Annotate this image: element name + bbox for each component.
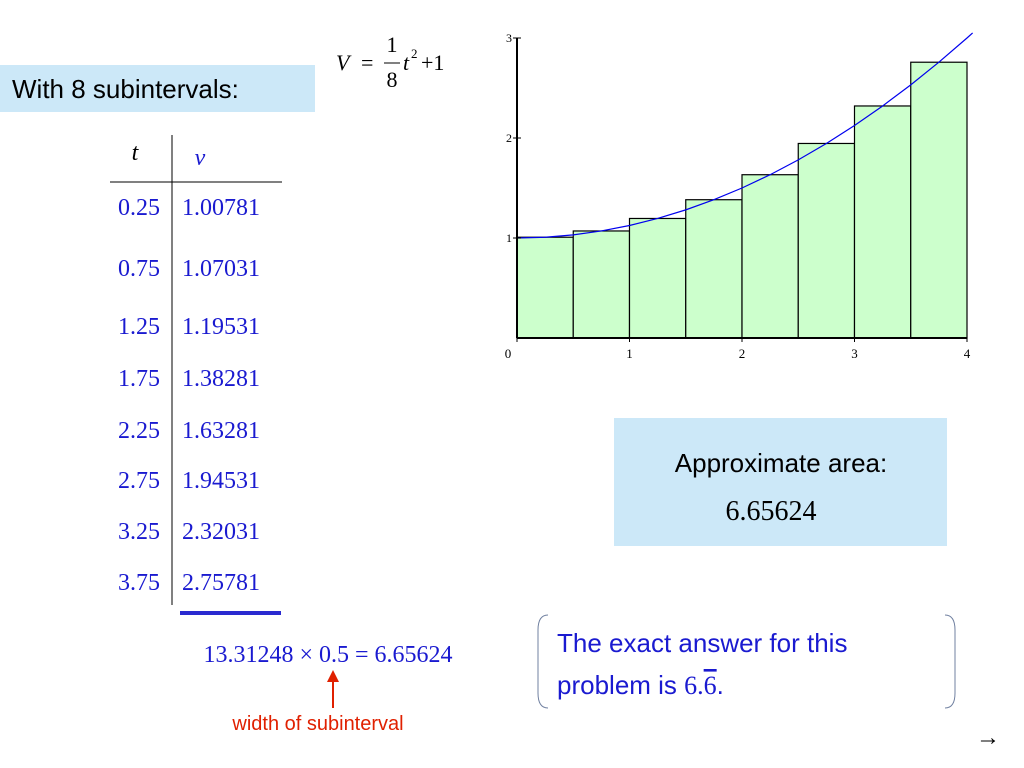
chart: 1 2 3 0 1 2 3 4 xyxy=(505,31,974,361)
bar xyxy=(741,174,799,339)
v-cell: 1.38281 xyxy=(182,366,260,392)
v-cell: 2.32031 xyxy=(182,519,260,545)
header-v: v xyxy=(195,145,206,171)
x-tick-label: 3 xyxy=(851,346,858,361)
t-cell: 0.25 xyxy=(118,195,160,221)
bar xyxy=(797,142,856,339)
t-cell: 1.25 xyxy=(118,314,160,340)
exact-whole: 6. xyxy=(684,671,704,700)
formula-rest: +1 xyxy=(421,50,444,75)
annotation: width of subinterval xyxy=(231,713,403,735)
exact-line2: problem is 6.6. xyxy=(557,670,724,700)
annotation-arrowhead xyxy=(327,670,339,682)
y-tick-label: 1 xyxy=(506,231,512,245)
exact-text: problem is xyxy=(557,670,684,700)
y-tick-label: 2 xyxy=(506,131,512,145)
bar xyxy=(516,236,574,339)
exact-repeating: 6 xyxy=(704,671,717,700)
y-tick-label: 3 xyxy=(506,31,512,45)
formula-num: 1 xyxy=(387,32,398,57)
next-arrow[interactable]: → xyxy=(976,725,1000,751)
t-cell: 2.25 xyxy=(118,418,160,444)
header-t: t xyxy=(132,140,140,166)
sum-expression: 13.31248 × 0.5 = 6.65624 xyxy=(203,642,452,668)
table: t v 0.25 1.00781 0.75 1.07031 1.25 1.19531 1.7… xyxy=(110,135,282,615)
bar xyxy=(628,217,687,339)
formula: V = 1 8 t 2 +1 xyxy=(336,32,444,92)
x-tick-label: 0 xyxy=(505,346,512,361)
approx-value: 6.65624 xyxy=(726,496,817,527)
heading-box xyxy=(0,65,315,112)
heading: With 8 subintervals: xyxy=(12,74,239,104)
approx-label: Approximate area: xyxy=(675,448,887,478)
t-cell: 0.75 xyxy=(118,256,160,282)
approx-box xyxy=(614,418,947,546)
bar xyxy=(572,230,631,339)
formula-eq: = xyxy=(361,50,373,75)
formula-den: 8 xyxy=(387,67,398,92)
t-cell: 1.75 xyxy=(118,366,160,392)
formula-exp: 2 xyxy=(411,46,418,61)
t-cell: 3.25 xyxy=(118,519,160,545)
x-tick-label: 4 xyxy=(964,346,971,361)
exact-brackets xyxy=(537,614,956,709)
v-cell: 2.75781 xyxy=(182,570,260,596)
formula-var: t xyxy=(403,50,410,75)
exact-end: . xyxy=(717,670,724,700)
v-cell: 1.07031 xyxy=(182,256,260,282)
bar xyxy=(853,105,912,339)
v-cell: 1.19531 xyxy=(182,314,260,340)
exact-line1: The exact answer for this xyxy=(557,628,847,658)
x-tick-label: 2 xyxy=(739,346,746,361)
curve xyxy=(516,32,974,239)
t-cell: 2.75 xyxy=(118,468,160,494)
bar xyxy=(910,61,968,339)
bar xyxy=(685,199,743,339)
t-cell: 3.75 xyxy=(118,570,160,596)
v-cell: 1.00781 xyxy=(182,195,260,221)
v-cell: 1.63281 xyxy=(182,418,260,444)
formula-lhs: V xyxy=(336,50,352,75)
v-cell: 1.94531 xyxy=(182,468,260,494)
x-tick-label: 1 xyxy=(626,346,633,361)
